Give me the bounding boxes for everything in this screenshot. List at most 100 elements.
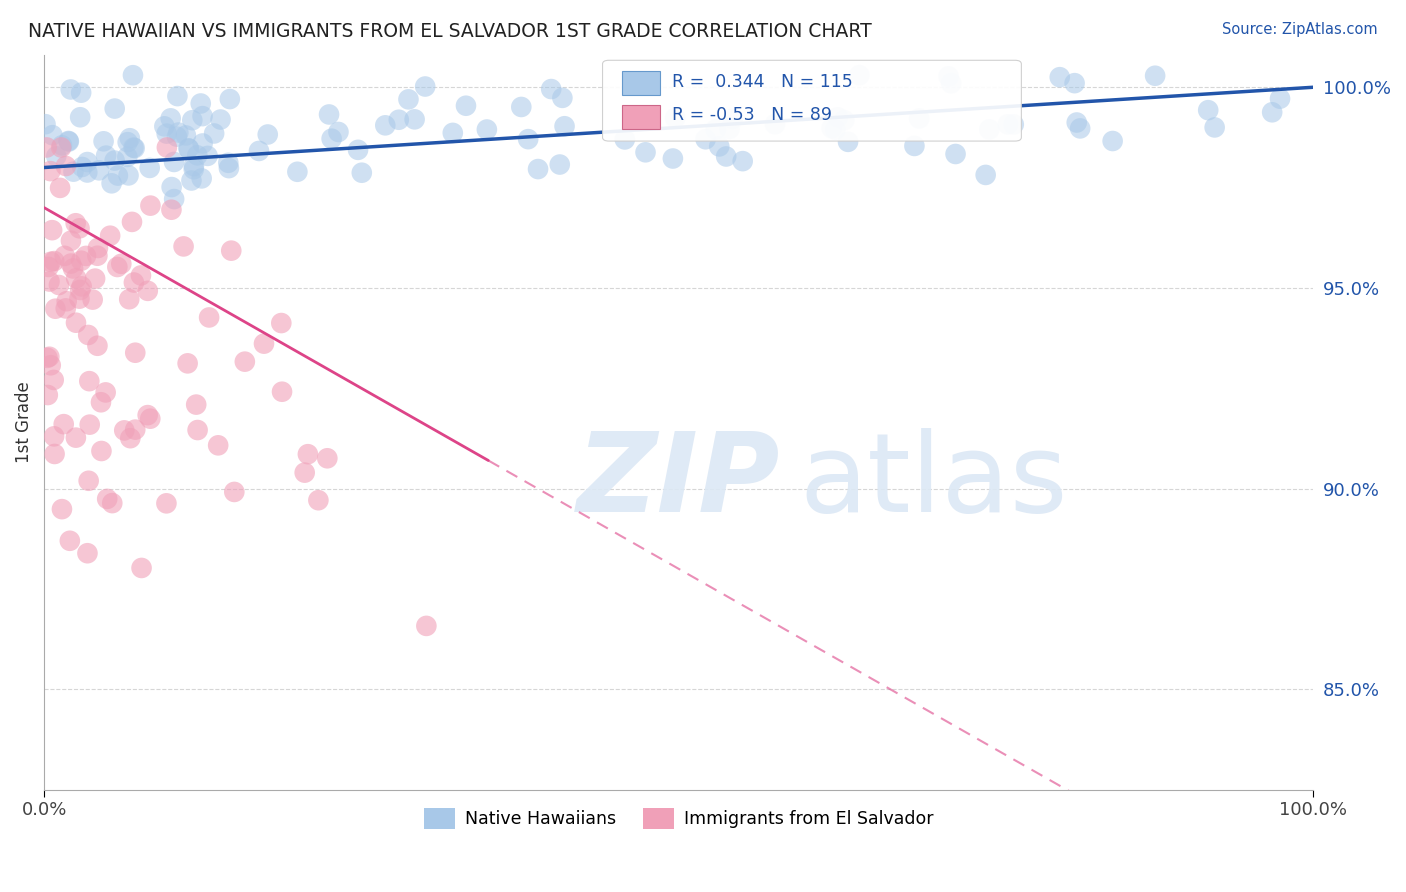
Point bbox=[848, 68, 870, 82]
Point bbox=[82, 293, 104, 307]
Point bbox=[107, 169, 129, 183]
Point bbox=[307, 493, 329, 508]
Point bbox=[139, 199, 162, 213]
Point bbox=[186, 148, 208, 162]
Point bbox=[190, 96, 212, 111]
Point bbox=[98, 228, 121, 243]
Point bbox=[58, 135, 80, 149]
Text: Source: ZipAtlas.com: Source: ZipAtlas.com bbox=[1222, 22, 1378, 37]
Point bbox=[731, 154, 754, 169]
Point bbox=[347, 143, 370, 157]
FancyBboxPatch shape bbox=[603, 61, 1021, 141]
Point bbox=[118, 131, 141, 145]
Point bbox=[41, 128, 63, 143]
Point bbox=[38, 350, 60, 364]
Point bbox=[129, 268, 152, 283]
Point bbox=[197, 149, 219, 163]
Point bbox=[76, 155, 98, 169]
Point bbox=[69, 283, 91, 297]
Legend: Native Hawaiians, Immigrants from El Salvador: Native Hawaiians, Immigrants from El Sal… bbox=[416, 801, 941, 836]
Point bbox=[548, 157, 571, 171]
Point bbox=[79, 374, 101, 388]
Point bbox=[124, 141, 146, 155]
Point bbox=[945, 147, 967, 161]
Point bbox=[76, 546, 98, 560]
Point bbox=[120, 431, 142, 445]
Point bbox=[41, 223, 63, 237]
Point bbox=[1144, 69, 1167, 83]
Point bbox=[177, 141, 200, 155]
Point bbox=[59, 256, 82, 270]
Point bbox=[44, 301, 66, 316]
Point bbox=[51, 140, 73, 154]
Point bbox=[84, 271, 107, 285]
Point bbox=[136, 284, 159, 298]
Point bbox=[821, 121, 844, 136]
Point bbox=[65, 431, 87, 445]
Point bbox=[90, 444, 112, 458]
Point bbox=[112, 423, 135, 437]
Point bbox=[1261, 105, 1284, 120]
Point bbox=[177, 142, 200, 156]
Point bbox=[110, 257, 132, 271]
Text: ZIP: ZIP bbox=[576, 427, 780, 534]
Point bbox=[695, 132, 717, 146]
Point bbox=[527, 162, 550, 177]
Point bbox=[1101, 134, 1123, 148]
Point bbox=[1002, 117, 1025, 131]
Point bbox=[183, 162, 205, 177]
Point bbox=[104, 102, 127, 116]
Point bbox=[138, 161, 160, 175]
Point bbox=[837, 135, 859, 149]
Point bbox=[174, 128, 197, 143]
Point bbox=[59, 234, 82, 248]
Point bbox=[121, 215, 143, 229]
Point bbox=[253, 336, 276, 351]
Point bbox=[139, 411, 162, 425]
Point bbox=[413, 79, 436, 94]
Point bbox=[122, 68, 145, 82]
Point bbox=[233, 354, 256, 368]
Point bbox=[163, 155, 186, 169]
Point bbox=[224, 484, 246, 499]
Point bbox=[1268, 92, 1291, 106]
Point bbox=[69, 221, 91, 235]
Point bbox=[160, 202, 183, 217]
Point bbox=[52, 417, 75, 431]
Point bbox=[664, 111, 686, 125]
Point bbox=[709, 139, 731, 153]
Point bbox=[44, 447, 66, 461]
Point bbox=[124, 345, 146, 359]
Point bbox=[37, 388, 59, 402]
Point bbox=[517, 132, 540, 146]
Point bbox=[62, 164, 84, 178]
Point bbox=[321, 131, 343, 145]
Point bbox=[160, 180, 183, 194]
Point bbox=[287, 165, 309, 179]
Point bbox=[59, 533, 82, 548]
Point bbox=[510, 100, 533, 114]
Point bbox=[475, 122, 498, 136]
Point bbox=[156, 127, 179, 141]
Point bbox=[45, 149, 67, 163]
Point bbox=[714, 149, 737, 163]
Point bbox=[388, 112, 411, 127]
Point bbox=[180, 173, 202, 187]
Point bbox=[39, 164, 62, 178]
Point bbox=[217, 156, 239, 170]
Point bbox=[613, 132, 636, 146]
FancyBboxPatch shape bbox=[621, 71, 659, 95]
Point bbox=[77, 328, 100, 343]
Point bbox=[634, 145, 657, 160]
Point bbox=[183, 159, 205, 173]
Point bbox=[79, 417, 101, 432]
Point bbox=[122, 276, 145, 290]
Point bbox=[122, 141, 145, 155]
Point bbox=[181, 113, 204, 128]
Point bbox=[187, 423, 209, 437]
Text: NATIVE HAWAIIAN VS IMMIGRANTS FROM EL SALVADOR 1ST GRADE CORRELATION CHART: NATIVE HAWAIIAN VS IMMIGRANTS FROM EL SA… bbox=[28, 22, 872, 41]
Point bbox=[202, 127, 225, 141]
Point bbox=[974, 168, 997, 182]
Point bbox=[270, 316, 292, 330]
Point bbox=[136, 408, 159, 422]
